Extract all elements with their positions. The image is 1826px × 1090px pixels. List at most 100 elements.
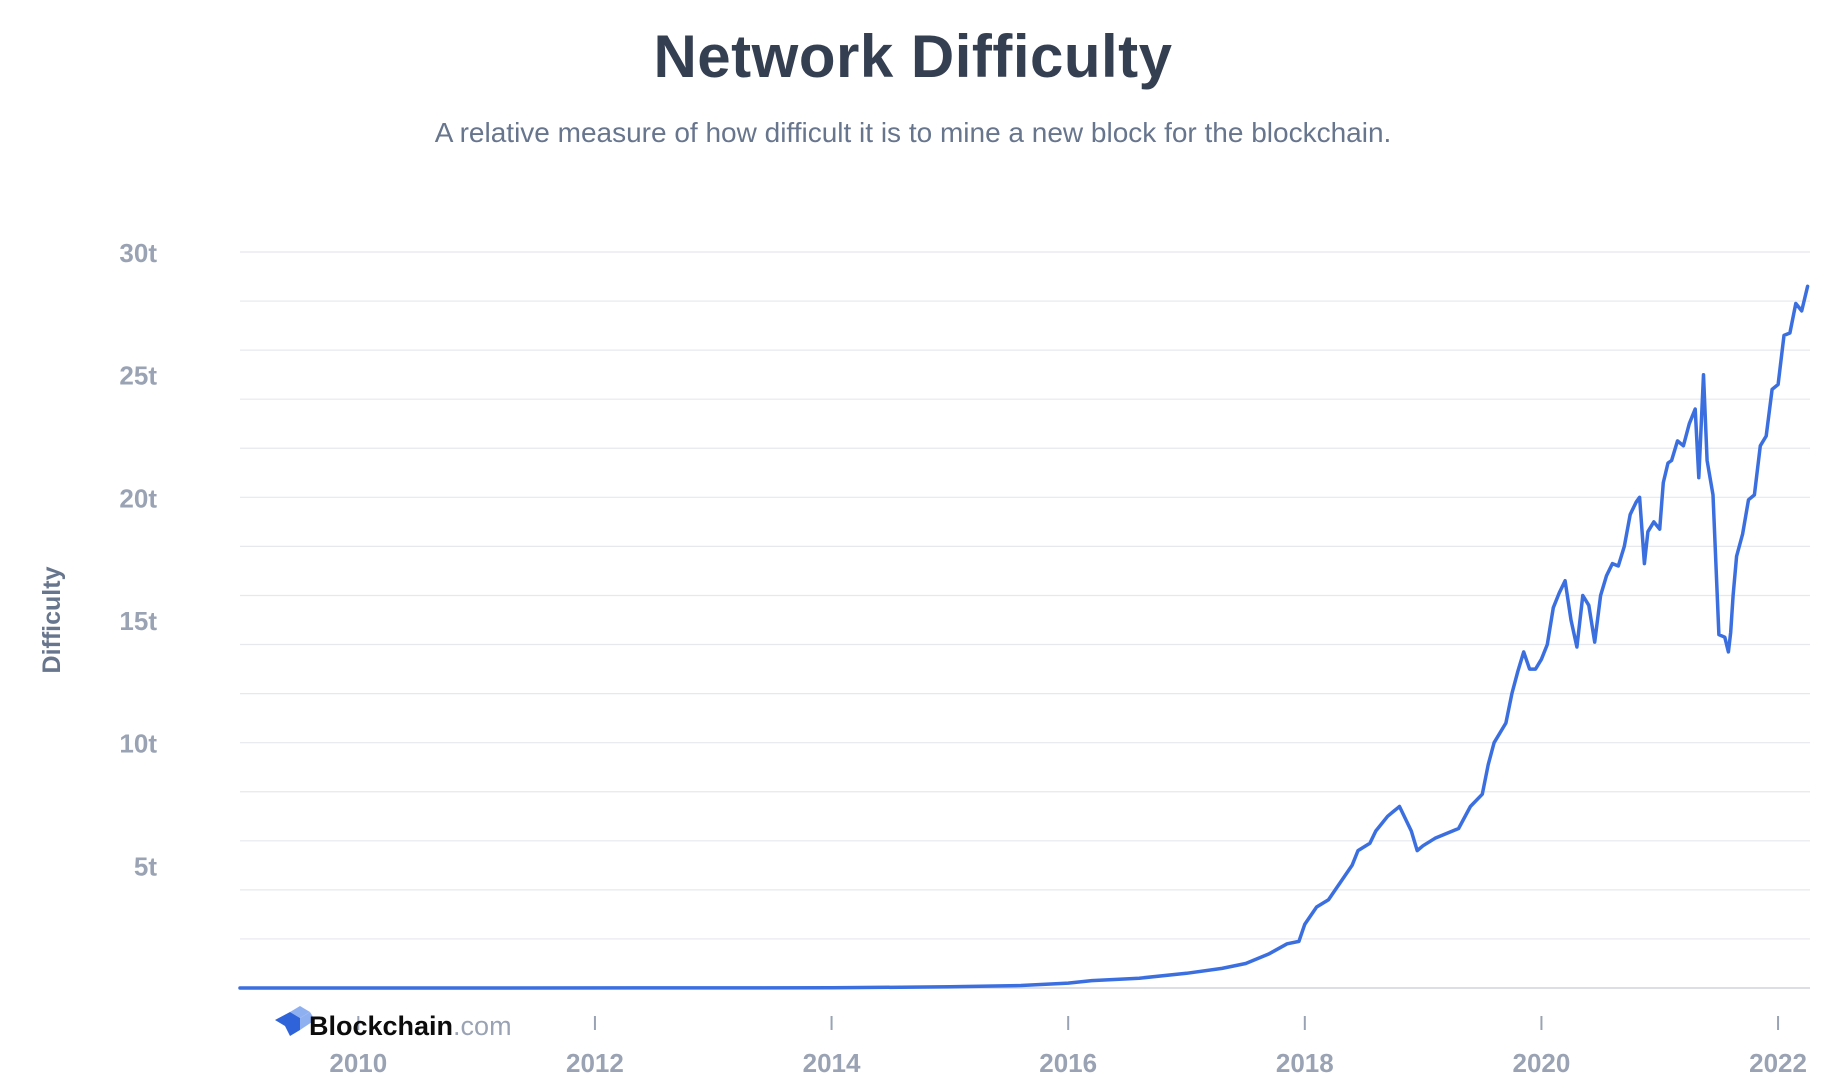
data-point [1392, 810, 1395, 813]
data-point [1747, 498, 1750, 501]
data-point [1735, 555, 1738, 558]
data-point [1753, 493, 1756, 496]
data-point [1599, 594, 1602, 597]
data-point [1670, 459, 1673, 462]
data-point [1662, 481, 1665, 484]
data-point [1185, 972, 1188, 975]
data-point [1351, 864, 1354, 867]
data-point [1658, 528, 1661, 531]
svg-text:Blockchain.com: Blockchain.com [309, 1011, 512, 1041]
data-point [1765, 435, 1768, 438]
data-point [1777, 383, 1780, 386]
data-point [1546, 643, 1549, 646]
data-point [1635, 501, 1638, 504]
x-tick-label: 2018 [1276, 1048, 1334, 1078]
data-point [1504, 722, 1507, 725]
data-point [1564, 579, 1567, 582]
data-point [1646, 530, 1649, 533]
data-point [1717, 633, 1720, 636]
data-point [1138, 977, 1141, 980]
data-point [1297, 940, 1300, 943]
data-point [1410, 829, 1413, 832]
data-point [1794, 302, 1797, 305]
data-point [1487, 763, 1490, 766]
data-point [948, 985, 951, 988]
y-axis-ticks: 5t 10t 15t 20t 25t 30t [119, 238, 157, 881]
data-point [1727, 650, 1730, 653]
brand-suffix: .com [453, 1011, 512, 1041]
data-point [1522, 650, 1525, 653]
data-point [1667, 461, 1670, 464]
series-line-difficulty [238, 284, 1810, 990]
data-point [1782, 334, 1785, 337]
data-point [1788, 331, 1791, 334]
y-tick-label: 10t [119, 729, 157, 759]
data-point [1558, 592, 1561, 595]
data-point [1682, 444, 1685, 447]
data-point [1732, 594, 1735, 597]
data-point [1445, 832, 1448, 835]
data-point [1806, 285, 1809, 288]
x-tick-label: 2020 [1513, 1048, 1571, 1078]
brand-name: Blockchain [309, 1011, 453, 1041]
data-point [1676, 439, 1679, 442]
data-point [1611, 562, 1614, 565]
data-point [1268, 952, 1271, 955]
data-point [1357, 849, 1360, 852]
data-point [1433, 837, 1436, 840]
x-tick-label: 2012 [566, 1048, 624, 1078]
data-point [1528, 668, 1531, 671]
data-point [1617, 565, 1620, 568]
blockchain-cube-icon [275, 1006, 315, 1036]
y-tick-label: 5t [134, 851, 157, 881]
data-point [1711, 493, 1714, 496]
data-point [1510, 692, 1513, 695]
data-point [1552, 606, 1555, 609]
data-point [1315, 906, 1318, 909]
x-tick-label: 2014 [803, 1048, 861, 1078]
data-point [1623, 545, 1626, 548]
data-point [1697, 476, 1700, 479]
chart-subtitle: A relative measure of how difficult it i… [434, 117, 1392, 148]
data-point [712, 986, 715, 989]
x-axis-ticks: 2010 2012 2014 2016 2018 2020 2022 [329, 1016, 1807, 1078]
data-point [1422, 844, 1425, 847]
data-point [1398, 805, 1401, 808]
data-point [1540, 658, 1543, 661]
data-point [1493, 741, 1496, 744]
data-point [1570, 619, 1573, 622]
data-point [1688, 422, 1691, 425]
data-point [1643, 562, 1646, 565]
x-tick-label: 2022 [1749, 1048, 1807, 1078]
data-point [1327, 898, 1330, 901]
data-point [1534, 668, 1537, 671]
data-point [1220, 967, 1223, 970]
data-point [1652, 520, 1655, 523]
data-point [239, 987, 242, 990]
data-point [1067, 982, 1070, 985]
data-point [1605, 574, 1608, 577]
data-point [1019, 984, 1022, 987]
data-point [1368, 842, 1371, 845]
x-tick-label: 2010 [329, 1048, 387, 1078]
data-point [1729, 631, 1732, 634]
data-point [1723, 636, 1726, 639]
data-point [1416, 849, 1419, 852]
data-point [1771, 388, 1774, 391]
data-point [1702, 373, 1705, 376]
data-point [1587, 604, 1590, 607]
data-point [1800, 309, 1803, 312]
data-point [1374, 829, 1377, 832]
grid-lines [240, 251, 1810, 989]
data-point [1575, 645, 1578, 648]
data-point [1244, 962, 1247, 965]
y-tick-label: 30t [119, 238, 157, 268]
chart-title: Network Difficulty [653, 23, 1173, 90]
y-tick-label: 20t [119, 483, 157, 513]
data-point [1759, 444, 1762, 447]
data-point [1629, 513, 1632, 516]
data-point [1638, 496, 1641, 499]
data-point [1339, 881, 1342, 884]
data-point [1694, 408, 1697, 411]
